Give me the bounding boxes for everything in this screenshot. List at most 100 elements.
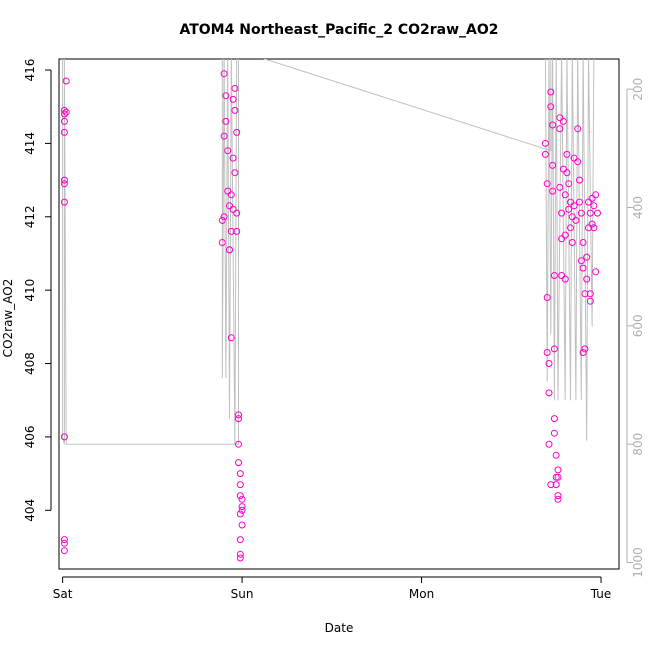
- data-point: [227, 334, 235, 342]
- data-point: [60, 128, 68, 136]
- data-point: [236, 492, 244, 500]
- chart-title: ATOM4 Northeast_Pacific_2 CO2raw_AO2: [179, 22, 498, 38]
- data-point: [222, 117, 230, 125]
- data-point: [579, 349, 587, 356]
- data-point: [567, 198, 574, 206]
- data-point: [547, 481, 555, 489]
- data-point: [554, 492, 562, 500]
- data-point: [588, 220, 596, 228]
- data-point: [567, 224, 574, 232]
- data-point: [558, 272, 566, 279]
- plot-frame: [58, 58, 620, 570]
- data-point: [222, 92, 230, 100]
- data-point: [561, 275, 569, 283]
- data-point: [238, 495, 246, 503]
- data-point: [594, 209, 601, 217]
- data-point: [231, 169, 239, 177]
- data-point: [235, 440, 242, 448]
- data-point: [62, 77, 70, 85]
- data-point: [561, 231, 569, 239]
- data-point: [224, 187, 232, 195]
- y-axis: 404 406 408 410 412 414 416: [23, 59, 52, 522]
- series-line: [62, 59, 595, 445]
- data-point: [229, 205, 237, 213]
- data-point: [227, 191, 235, 199]
- data-point: [550, 345, 558, 353]
- data-point: [563, 150, 571, 158]
- data-point: [235, 459, 242, 467]
- data-point: [579, 239, 587, 246]
- data-point: [543, 349, 551, 356]
- y-tick-label: 414: [23, 132, 37, 155]
- data-point: [586, 209, 594, 217]
- data-point: [583, 275, 591, 283]
- data-point: [554, 495, 562, 503]
- y-tick-label: 408: [23, 352, 37, 375]
- data-point: [592, 268, 600, 276]
- data-point: [585, 224, 592, 232]
- data-point: [550, 272, 558, 279]
- data-point: [586, 290, 594, 298]
- data-point: [574, 125, 582, 133]
- points-layer: [60, 70, 601, 562]
- data-point: [577, 257, 585, 265]
- data-point: [565, 180, 573, 188]
- data-point: [576, 198, 583, 206]
- data-point: [60, 536, 68, 544]
- data-point: [60, 539, 68, 547]
- data-point: [576, 176, 583, 184]
- line-layer: [62, 59, 595, 445]
- data-point: [556, 125, 564, 133]
- data-point: [581, 345, 589, 353]
- data-point: [233, 227, 241, 235]
- y-tick-label: 410: [23, 279, 37, 302]
- y-axis-label: CO2raw_AO2: [1, 279, 15, 358]
- x-tick-label: Sun: [231, 587, 254, 601]
- data-point: [547, 88, 555, 96]
- y-tick-label: 404: [23, 499, 37, 522]
- data-point: [229, 95, 237, 103]
- data-point: [558, 235, 566, 243]
- data-point: [60, 547, 68, 555]
- data-point: [588, 194, 596, 202]
- x-tick-label: Sat: [53, 587, 73, 601]
- data-point: [60, 106, 68, 114]
- data-point: [572, 216, 580, 224]
- data-point: [231, 106, 239, 114]
- data-point: [236, 481, 244, 489]
- data-point: [549, 187, 557, 195]
- data-point: [563, 169, 571, 177]
- data-point: [543, 180, 551, 188]
- y-tick-label: 406: [23, 425, 37, 448]
- data-point: [590, 224, 598, 232]
- data-point: [579, 264, 587, 272]
- data-point: [218, 239, 226, 246]
- data-point: [592, 191, 600, 199]
- data-point: [570, 154, 578, 162]
- y-tick-label: 416: [23, 59, 37, 82]
- data-point: [60, 433, 68, 441]
- data-point: [568, 213, 576, 221]
- data-point: [227, 227, 235, 235]
- data-point: [236, 510, 244, 518]
- data-point: [550, 429, 558, 437]
- data-point: [220, 213, 228, 221]
- y2-tick-label: 1000: [631, 547, 645, 578]
- x-axis-label: Date: [325, 621, 354, 635]
- data-point: [226, 246, 233, 254]
- data-point: [60, 198, 68, 206]
- data-point: [559, 117, 567, 125]
- data-point: [554, 466, 562, 474]
- data-point: [545, 389, 553, 397]
- data-point: [541, 150, 549, 158]
- data-point: [238, 503, 246, 511]
- data-point: [556, 183, 564, 191]
- data-point: [224, 147, 232, 155]
- data-point: [220, 70, 228, 78]
- data-point: [233, 128, 241, 136]
- data-point: [550, 415, 558, 423]
- x-tick-label: Mon: [409, 587, 434, 601]
- data-point: [236, 470, 244, 478]
- data-point: [574, 158, 582, 166]
